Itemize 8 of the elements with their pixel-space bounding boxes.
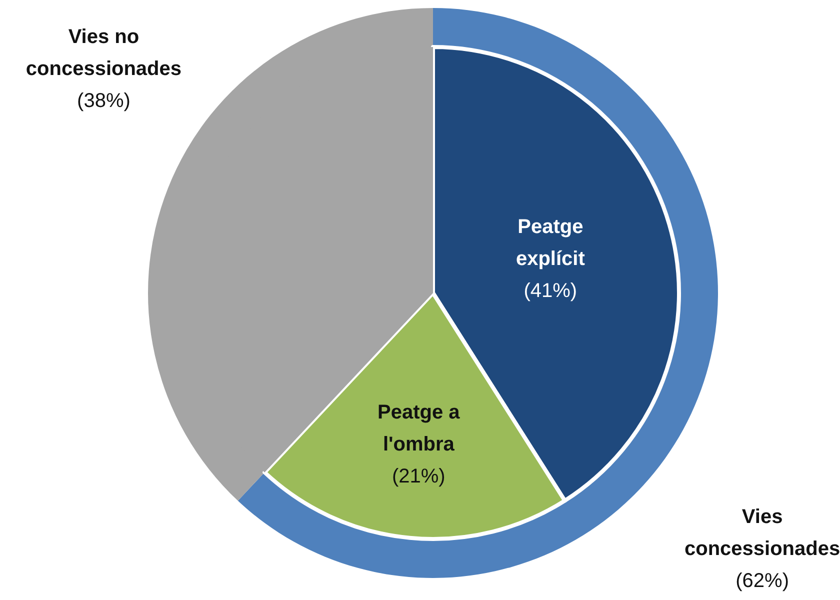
data-label: (62%) [736, 570, 789, 592]
data-label: (21%) [392, 466, 446, 488]
data-label: (41%) [524, 280, 578, 302]
data-label: (38%) [77, 90, 130, 112]
slice-label: Peatge explícit [516, 216, 586, 270]
slice-label: Vies concessionades [684, 506, 840, 560]
slice-label: Vies no concessionades [26, 26, 182, 80]
slice-label: Peatge a l'ombra [378, 402, 461, 456]
